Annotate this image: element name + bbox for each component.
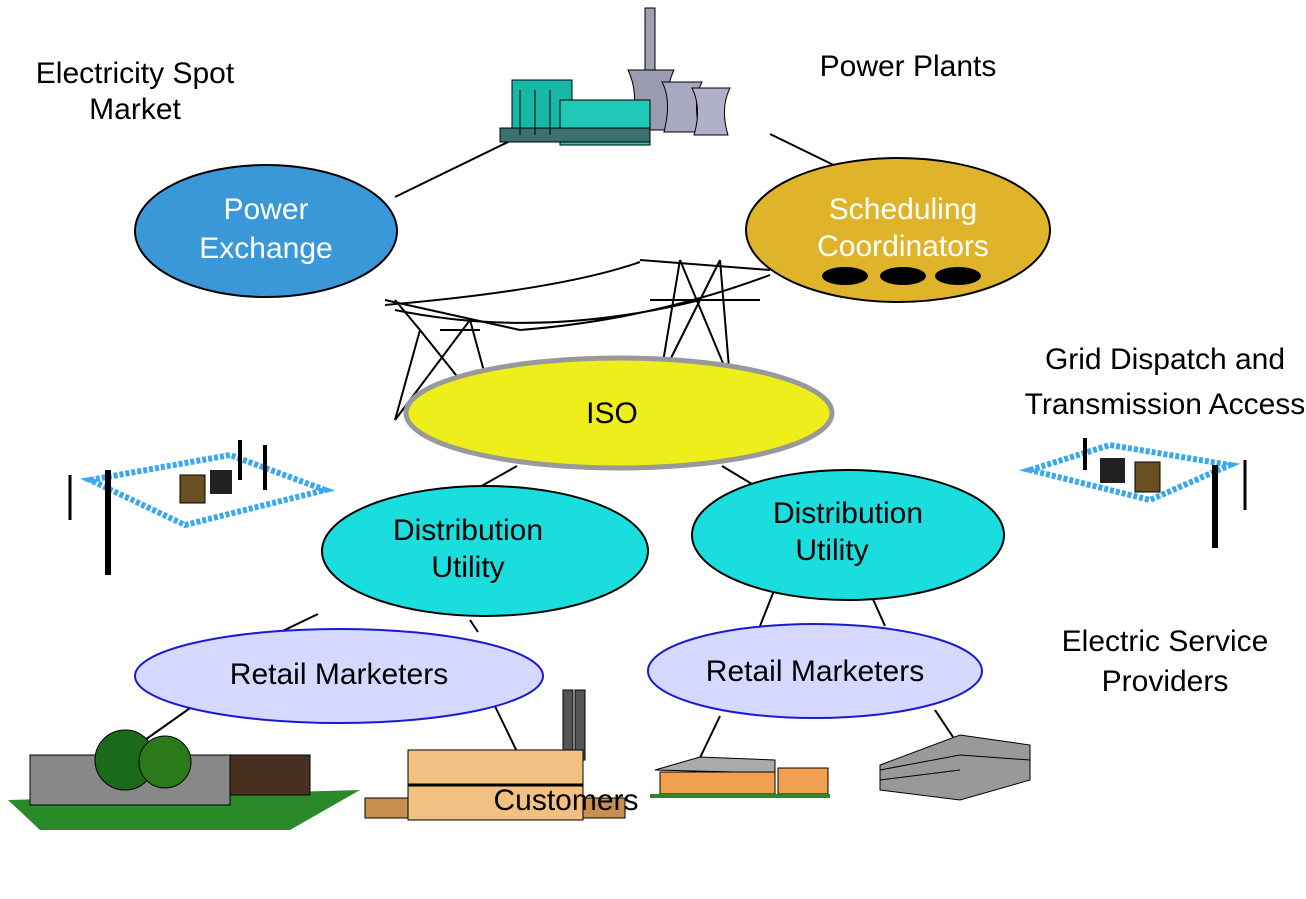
node-label: Utility <box>431 551 504 584</box>
node: ISO <box>403 355 835 471</box>
node-shape <box>134 628 544 724</box>
node-label: Utility <box>795 534 868 567</box>
node-shape <box>647 623 983 719</box>
node-label: Distribution <box>773 497 923 530</box>
dot <box>880 267 926 285</box>
node-shape <box>403 355 835 471</box>
label: Electric Service <box>1062 625 1269 658</box>
node: Retail Marketers <box>134 628 544 724</box>
substation-icon <box>68 440 336 575</box>
label: Market <box>89 93 181 126</box>
node-shape <box>745 157 1051 303</box>
label: Transmission Access <box>1025 388 1306 421</box>
power-plant-icon <box>499 7 731 146</box>
label: Grid Dispatch and <box>1045 343 1285 376</box>
node: Retail Marketers <box>647 623 983 719</box>
factory-icon <box>364 689 626 821</box>
connector <box>469 619 479 633</box>
label: Customers <box>493 784 638 817</box>
node-shape <box>134 164 398 298</box>
connector <box>934 709 956 741</box>
node-label: Distribution <box>393 514 543 547</box>
node-shape <box>691 469 1005 601</box>
office-tower-icon <box>879 734 1031 801</box>
node: Scheduling Coordinators <box>745 157 1051 303</box>
node-label: Power <box>223 193 308 226</box>
house-icon <box>650 756 830 798</box>
connector <box>477 465 518 489</box>
node-label: ISO <box>586 397 638 430</box>
node: Power Exchange <box>134 164 398 298</box>
dot <box>822 267 868 285</box>
node-label: Coordinators <box>817 230 989 263</box>
connector <box>697 715 721 763</box>
node: Distribution Utility <box>691 469 1005 601</box>
substation-icon <box>1018 438 1247 548</box>
dot <box>935 267 981 285</box>
node-label: Exchange <box>199 232 332 265</box>
connector <box>759 587 776 627</box>
label: Power Plants <box>820 50 997 83</box>
label: Electricity Spot <box>36 57 235 90</box>
connector <box>394 139 513 198</box>
label: Providers <box>1102 665 1229 698</box>
office-building-icon <box>8 729 360 830</box>
node-shape <box>321 485 649 617</box>
node-label: Retail Marketers <box>230 658 448 691</box>
node-label: Retail Marketers <box>706 655 924 688</box>
node-label: Scheduling <box>829 193 977 226</box>
connector <box>721 465 753 485</box>
node: Distribution Utility <box>321 485 649 617</box>
